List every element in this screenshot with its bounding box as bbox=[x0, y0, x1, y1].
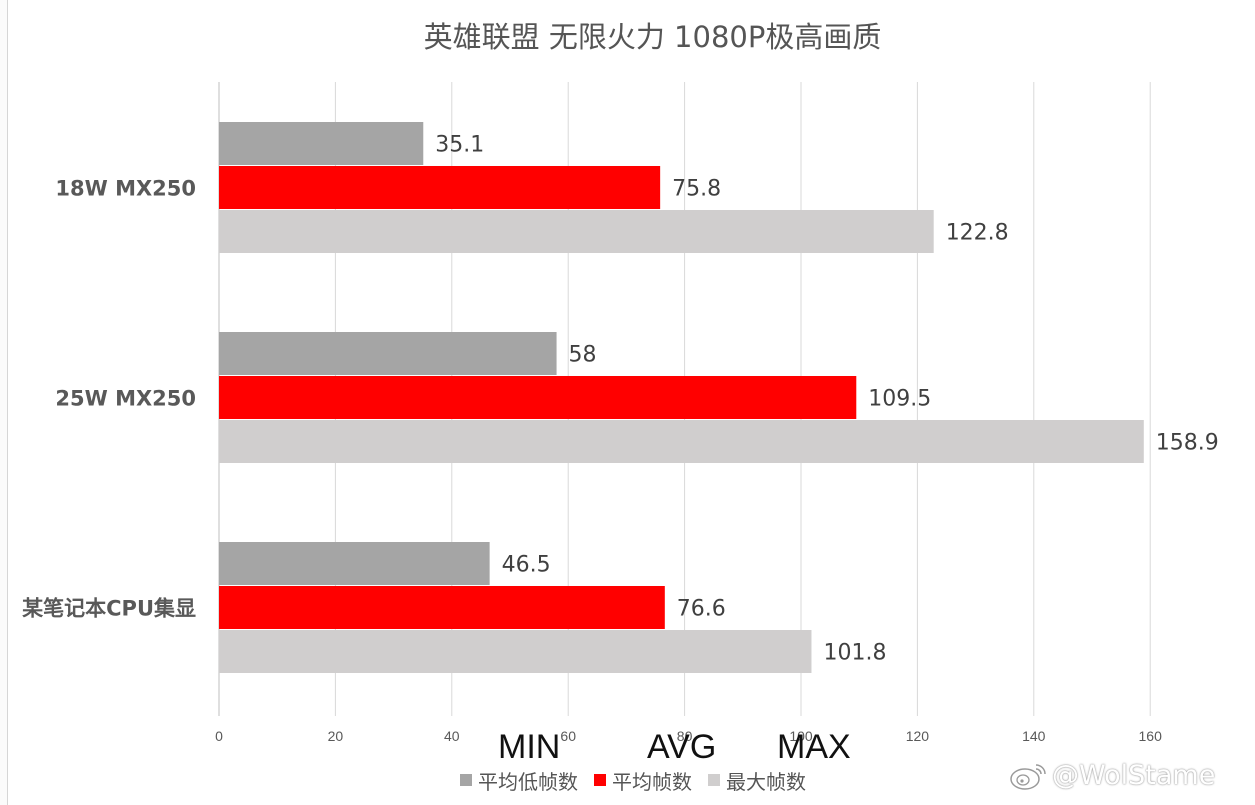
legend-swatch-max bbox=[708, 774, 720, 786]
bar bbox=[219, 542, 490, 585]
legend-label-min: 平均低帧数 bbox=[478, 769, 578, 794]
x-tick-label: 160 bbox=[1139, 728, 1163, 744]
data-label: 158.9 bbox=[1156, 431, 1219, 456]
legend-overlay-min: MIN bbox=[498, 728, 561, 766]
legend-swatch-min bbox=[460, 774, 472, 786]
legend-item-min: 平均低帧数 bbox=[460, 766, 578, 795]
bar bbox=[219, 586, 665, 629]
x-tick-label: 60 bbox=[560, 728, 576, 744]
data-label: 35.1 bbox=[435, 133, 484, 158]
x-tick-label: 100 bbox=[789, 728, 813, 744]
legend-item-max: 最大帧数 bbox=[708, 766, 806, 795]
x-tick-label: 0 bbox=[215, 728, 223, 744]
x-tick-label: 80 bbox=[677, 728, 693, 744]
data-label: 122.8 bbox=[946, 221, 1009, 246]
x-tick-label: 120 bbox=[906, 728, 930, 744]
data-label: 101.8 bbox=[823, 641, 886, 666]
legend-overlay-avg: AVG bbox=[647, 728, 717, 766]
data-label: 58 bbox=[569, 343, 597, 368]
bar bbox=[219, 376, 857, 419]
x-tick-label: 40 bbox=[444, 728, 460, 744]
watermark-text: @WolStame bbox=[1052, 760, 1216, 791]
watermark: @WolStame bbox=[1008, 760, 1215, 791]
legend-item-avg: 平均帧数 bbox=[594, 766, 692, 795]
category-label: 18W MX250 bbox=[55, 177, 196, 201]
data-label: 75.8 bbox=[672, 177, 721, 202]
chart-legend: 平均低帧数 平均帧数 最大帧数 bbox=[460, 766, 822, 794]
data-label: 76.6 bbox=[677, 597, 726, 622]
bar bbox=[219, 210, 934, 253]
data-label: 46.5 bbox=[502, 553, 551, 578]
bar-chart: 020406080100120140160118W MX25035.175.81… bbox=[22, 82, 1219, 744]
legend-label-max: 最大帧数 bbox=[726, 769, 806, 794]
bar bbox=[219, 122, 424, 165]
bar bbox=[219, 420, 1144, 463]
bar bbox=[219, 630, 812, 673]
legend-overlay-max: MAX bbox=[777, 728, 851, 766]
x-tick-label: 140 bbox=[1022, 728, 1046, 744]
legend-label-avg: 平均帧数 bbox=[612, 769, 692, 794]
bar bbox=[219, 166, 661, 209]
data-label: 109.5 bbox=[868, 387, 931, 412]
weibo-icon bbox=[1010, 763, 1046, 790]
legend-swatch-avg bbox=[594, 774, 606, 786]
x-tick-label: 20 bbox=[328, 728, 344, 744]
category-label: 25W MX250 bbox=[55, 387, 196, 411]
chart-title: 英雄联盟 无限火力 1080P极高画质 bbox=[423, 20, 882, 54]
bar bbox=[219, 332, 557, 375]
category-label: 某笔记本CPU集显 bbox=[22, 597, 196, 621]
spreadsheet-edge bbox=[0, 0, 8, 805]
